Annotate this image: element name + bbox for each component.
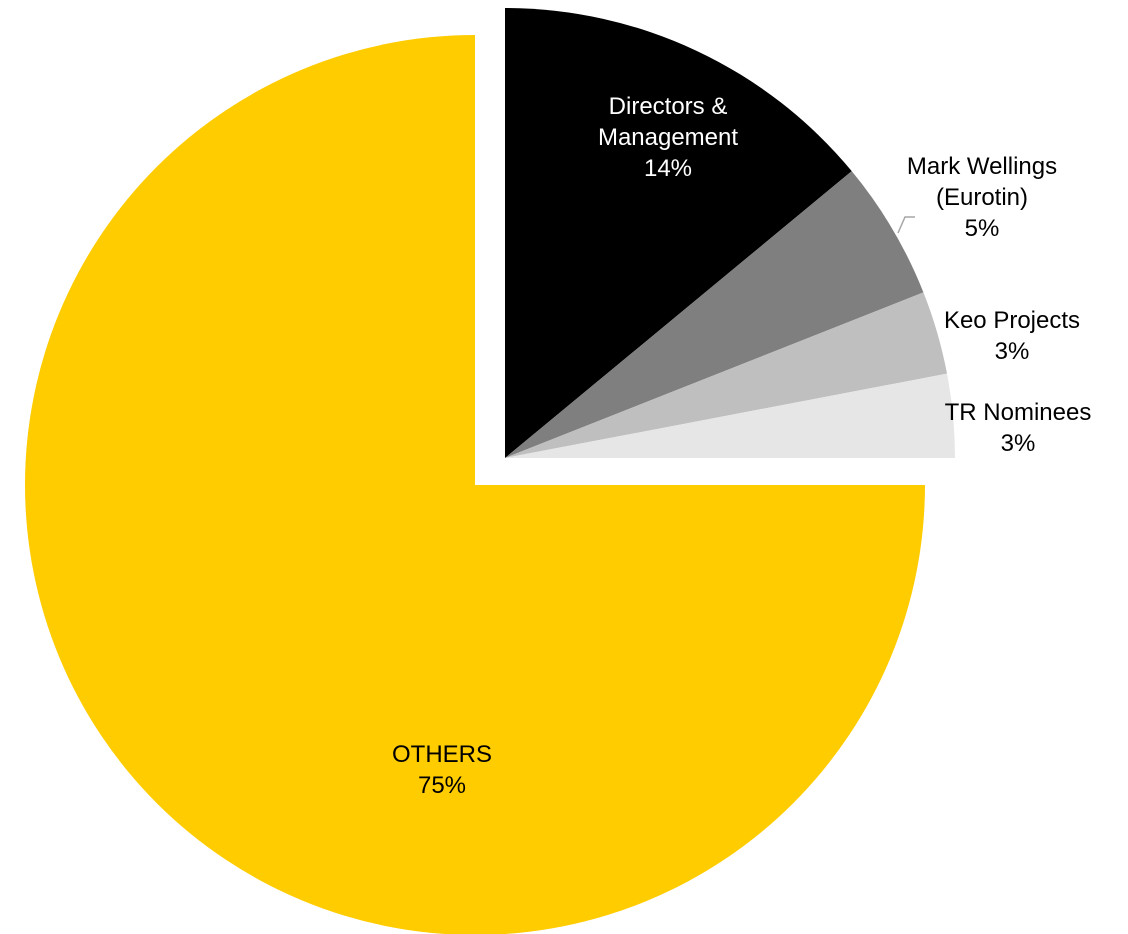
- pie-slice-3: [505, 373, 955, 458]
- slice-label-2: Keo Projects 3%: [944, 307, 1080, 365]
- pie-slice-2: [505, 292, 948, 458]
- slice-label-3: TR Nominees 3%: [945, 399, 1092, 457]
- slice-label-1: Mark Wellings (Eurotin) 5%: [907, 153, 1057, 242]
- slice-percent: 3%: [995, 338, 1030, 365]
- slice-label-0: Directors & Management 14%: [598, 93, 738, 182]
- slice-name-line: Management: [598, 124, 738, 151]
- pie-slice-0: [505, 8, 852, 458]
- slice-percent: 5%: [965, 215, 1000, 242]
- slice-name-line: Directors &: [609, 93, 728, 120]
- slice-percent: 75%: [418, 772, 466, 799]
- pie-slice-1: [505, 171, 924, 458]
- leader-line: [897, 216, 915, 234]
- slice-label-4: OTHERS 75%: [392, 741, 492, 799]
- slice-percent: 14%: [644, 155, 692, 182]
- slice-name-line: TR Nominees: [945, 399, 1092, 426]
- slice-name-line: Mark Wellings: [907, 153, 1057, 180]
- slice-percent: 3%: [1001, 430, 1036, 457]
- slice-name-line: OTHERS: [392, 741, 492, 768]
- pie-slice-4: [25, 35, 925, 934]
- slice-name-line: Keo Projects: [944, 307, 1080, 334]
- slice-name-line: (Eurotin): [936, 184, 1028, 211]
